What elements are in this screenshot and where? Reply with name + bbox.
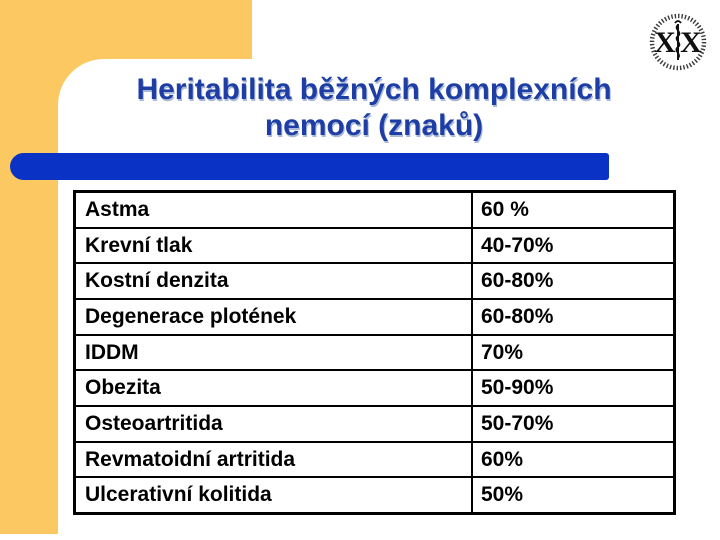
trait-cell: IDDM (76, 335, 473, 370)
trait-cell: Obezita (76, 371, 473, 406)
trait-cell: Krevní tlak (76, 228, 473, 263)
heritability-table: Astma 60 % Krevní tlak 40-70% Kostní denzita… (73, 190, 676, 515)
table-row: Krevní tlak 40-70% (76, 226, 673, 263)
table-row: Astma 60 % (76, 193, 673, 227)
table-row: Kostní denzita 60-80% (76, 262, 673, 299)
trait-cell: Revmatoidní artritida (76, 442, 473, 477)
seal-ring-text (649, 13, 707, 71)
heritability-cell: 60-80% (481, 304, 554, 328)
slide-title-line2: nemocí (znaků) (264, 109, 484, 142)
table-row: Ulcerativní kolitida 50% (76, 476, 673, 513)
heritability-cell: 40-70% (481, 233, 554, 257)
table-row: IDDM 70% (76, 333, 673, 370)
heritability-cell: 60 % (481, 197, 529, 221)
heritability-cell: 60-80% (481, 269, 554, 293)
table-row: Osteoartritida 50-70% (76, 405, 673, 441)
asclepius-snake (674, 20, 682, 59)
heritability-cell: 60% (481, 447, 524, 471)
title-underline-bar (10, 153, 609, 180)
yellow-left-strip (0, 0, 58, 534)
heritability-cell: 50% (481, 483, 524, 507)
heritability-cell: 50-90% (481, 376, 554, 400)
table-row: Degenerace plotének 60-80% (76, 298, 673, 334)
trait-cell: Ulcerativní kolitida (76, 478, 473, 513)
trait-cell: Astma (76, 193, 473, 227)
slide-title-line1: Heritabilita běžných komplexních (136, 73, 612, 106)
university-medical-seal-icon: X X (649, 13, 707, 71)
trait-cell: Degenerace plotének (76, 300, 473, 334)
slide-title: Heritabilita běžných komplexních nemocí … (58, 72, 690, 144)
trait-cell: Osteoartritida (76, 407, 473, 441)
trait-cell: Kostní denzita (76, 264, 473, 299)
chromosome-x-right: X (680, 26, 702, 59)
chromosome-x-left: X (654, 26, 676, 59)
heritability-cell: 50-70% (481, 411, 554, 435)
heritability-cell: 70% (481, 340, 524, 364)
table-row: Revmatoidní artritida 60% (76, 440, 673, 477)
table-row: Obezita 50-90% (76, 369, 673, 406)
